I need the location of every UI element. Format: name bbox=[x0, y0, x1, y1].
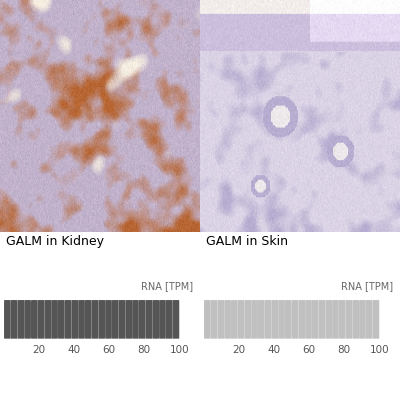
Text: GALM in Skin: GALM in Skin bbox=[206, 235, 288, 248]
FancyBboxPatch shape bbox=[78, 300, 85, 339]
Text: 60: 60 bbox=[103, 344, 116, 354]
FancyBboxPatch shape bbox=[204, 300, 211, 339]
FancyBboxPatch shape bbox=[352, 300, 359, 339]
FancyBboxPatch shape bbox=[339, 300, 346, 339]
Text: 20: 20 bbox=[232, 344, 246, 354]
FancyBboxPatch shape bbox=[244, 300, 251, 339]
FancyBboxPatch shape bbox=[292, 300, 298, 339]
FancyBboxPatch shape bbox=[272, 300, 278, 339]
FancyBboxPatch shape bbox=[146, 300, 152, 339]
FancyBboxPatch shape bbox=[211, 300, 218, 339]
Text: 20: 20 bbox=[32, 344, 46, 354]
FancyBboxPatch shape bbox=[332, 300, 339, 339]
FancyBboxPatch shape bbox=[346, 300, 352, 339]
FancyBboxPatch shape bbox=[319, 300, 325, 339]
FancyBboxPatch shape bbox=[258, 300, 265, 339]
Text: 100: 100 bbox=[370, 344, 389, 354]
Text: 40: 40 bbox=[68, 344, 81, 354]
FancyBboxPatch shape bbox=[105, 300, 112, 339]
FancyBboxPatch shape bbox=[265, 300, 271, 339]
Text: 80: 80 bbox=[138, 344, 151, 354]
FancyBboxPatch shape bbox=[285, 300, 292, 339]
FancyBboxPatch shape bbox=[366, 300, 372, 339]
FancyBboxPatch shape bbox=[166, 300, 172, 339]
FancyBboxPatch shape bbox=[24, 300, 31, 339]
FancyBboxPatch shape bbox=[238, 300, 244, 339]
FancyBboxPatch shape bbox=[159, 300, 166, 339]
FancyBboxPatch shape bbox=[298, 300, 305, 339]
Text: 100: 100 bbox=[170, 344, 189, 354]
FancyBboxPatch shape bbox=[152, 300, 159, 339]
FancyBboxPatch shape bbox=[98, 300, 105, 339]
FancyBboxPatch shape bbox=[231, 300, 238, 339]
FancyBboxPatch shape bbox=[85, 300, 92, 339]
Text: 40: 40 bbox=[268, 344, 281, 354]
FancyBboxPatch shape bbox=[359, 300, 366, 339]
Text: RNA [TPM]: RNA [TPM] bbox=[340, 281, 393, 291]
FancyBboxPatch shape bbox=[305, 300, 312, 339]
FancyBboxPatch shape bbox=[373, 300, 379, 339]
FancyBboxPatch shape bbox=[126, 300, 132, 339]
FancyBboxPatch shape bbox=[251, 300, 258, 339]
FancyBboxPatch shape bbox=[112, 300, 118, 339]
FancyBboxPatch shape bbox=[132, 300, 139, 339]
Text: 60: 60 bbox=[303, 344, 316, 354]
FancyBboxPatch shape bbox=[18, 300, 24, 339]
FancyBboxPatch shape bbox=[92, 300, 98, 339]
Text: 80: 80 bbox=[338, 344, 351, 354]
FancyBboxPatch shape bbox=[51, 300, 58, 339]
FancyBboxPatch shape bbox=[218, 300, 224, 339]
Text: RNA [TPM]: RNA [TPM] bbox=[140, 281, 193, 291]
FancyBboxPatch shape bbox=[31, 300, 38, 339]
FancyBboxPatch shape bbox=[119, 300, 125, 339]
FancyBboxPatch shape bbox=[173, 300, 179, 339]
FancyBboxPatch shape bbox=[72, 300, 78, 339]
FancyBboxPatch shape bbox=[326, 300, 332, 339]
Text: GALM in Kidney: GALM in Kidney bbox=[6, 235, 104, 248]
FancyBboxPatch shape bbox=[224, 300, 231, 339]
FancyBboxPatch shape bbox=[278, 300, 285, 339]
FancyBboxPatch shape bbox=[44, 300, 51, 339]
FancyBboxPatch shape bbox=[139, 300, 146, 339]
FancyBboxPatch shape bbox=[11, 300, 18, 339]
FancyBboxPatch shape bbox=[65, 300, 71, 339]
FancyBboxPatch shape bbox=[4, 300, 11, 339]
FancyBboxPatch shape bbox=[58, 300, 65, 339]
FancyBboxPatch shape bbox=[312, 300, 318, 339]
FancyBboxPatch shape bbox=[38, 300, 44, 339]
